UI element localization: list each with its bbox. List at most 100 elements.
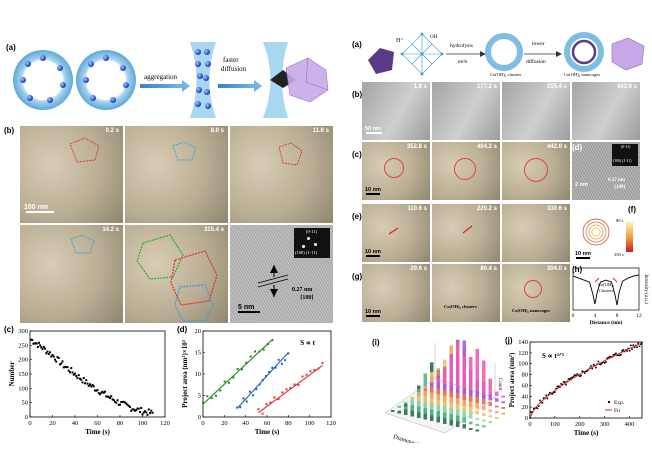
exp-point (602, 361, 605, 363)
exp-point (532, 407, 535, 410)
data-point (85, 379, 88, 382)
y-tick-label: 100 (518, 361, 528, 368)
exp-point (578, 375, 581, 378)
data-point (97, 392, 100, 395)
exp-point (622, 349, 625, 351)
data-point (92, 385, 95, 388)
y-tick-label: 15 (195, 350, 202, 357)
hist-bar (469, 428, 473, 430)
data-point (117, 403, 120, 406)
hist-bar (404, 401, 408, 404)
y-tick-label: 140 (518, 339, 528, 346)
data-point (30, 338, 33, 341)
left-panel-b-label: (b) (4, 126, 15, 135)
right-d-plane: {100} (614, 185, 626, 190)
hist-bar (449, 356, 453, 386)
x-axis-label: Time (s) (574, 429, 599, 437)
data-point (95, 389, 98, 392)
left-panel-d-label: (d) (177, 325, 188, 334)
hist-bar (482, 405, 486, 411)
x-tick-label: 0 (572, 313, 575, 319)
exp-point (572, 375, 575, 378)
data-point (136, 407, 139, 410)
x-tick-label: 100 (138, 420, 148, 427)
exp-point (641, 341, 643, 344)
colorbar-t1: 80 s (616, 218, 624, 223)
data-point (76, 377, 79, 380)
exp-point (541, 401, 544, 404)
x-tick-label: 200 (575, 421, 585, 428)
data-point (120, 401, 123, 404)
data-point-1 (252, 394, 255, 397)
right-panel-g-label: (g) (352, 272, 363, 281)
y-tick-label: 0 (198, 414, 201, 421)
hrtem-scale-bar (238, 311, 260, 313)
faster-text: faster (223, 56, 239, 64)
data-point-2 (301, 375, 304, 378)
data-point (126, 403, 129, 406)
right-panel-i-label: (i) (372, 338, 380, 347)
exp-point (567, 378, 570, 380)
data-point-0 (262, 348, 265, 351)
data-point (80, 378, 83, 381)
right-c-time-2: 404.2 s (476, 144, 497, 150)
data-point (141, 413, 144, 416)
h-plus-text: H⁺ (396, 37, 404, 44)
exp-point (636, 346, 638, 349)
frame-time-1: 0.2 s (105, 128, 119, 134)
relation-label: S ∝ t²ᐟ³ (542, 352, 564, 360)
y-tick-label: 20 (522, 404, 529, 411)
exp-point (617, 354, 620, 356)
exp-point (615, 352, 617, 355)
data-point-2 (317, 367, 320, 370)
hist-bar (501, 407, 505, 409)
hist-bar (488, 394, 492, 401)
nanocage-polyhedron (611, 37, 645, 71)
data-point (49, 351, 51, 354)
exp-point (576, 373, 579, 375)
chart-intensity-profile: 0 4 8 12 Distance (nm) Intensity (a.u.) Co(OH)… (572, 267, 648, 326)
left-tem-frame-5: 315.4 s (125, 225, 228, 323)
exp-point (556, 385, 559, 388)
data-point (125, 402, 128, 405)
data-point-0 (249, 355, 252, 358)
relation-label: S ∝ t (300, 339, 315, 347)
y-tick-label: 40 (522, 393, 529, 400)
data-point (38, 341, 40, 344)
data-point-0 (241, 368, 243, 371)
data-point (32, 342, 35, 345)
hist-bar (397, 410, 401, 414)
exp-point (536, 407, 539, 410)
exp-point (630, 344, 632, 347)
data-point-1 (277, 358, 280, 361)
data-point (86, 382, 89, 385)
exp-point (595, 366, 597, 369)
right-e-scale: 10 nm (365, 249, 381, 255)
data-point (70, 367, 73, 370)
exp-point (628, 349, 631, 352)
data-point (45, 352, 48, 355)
data-point (54, 358, 56, 361)
exp-point (585, 370, 587, 373)
hist-bar (423, 388, 427, 391)
growth-contours (582, 218, 610, 246)
chart-3d-size-histogram: Diameter (nm) Count (384, 339, 505, 443)
plot-frame (572, 267, 640, 311)
exp-point (598, 363, 601, 366)
right-e-frame-2: 220.2 s (432, 204, 500, 262)
data-point-1 (280, 362, 283, 365)
hist-bar (475, 423, 479, 426)
exp-point (607, 356, 610, 359)
plot-frame (29, 330, 166, 418)
exp-point (561, 383, 564, 386)
fft-inset: (0-11) (100) (1-11) (294, 228, 330, 258)
exp-point (564, 381, 566, 383)
data-point (144, 410, 146, 413)
data-point (50, 355, 53, 358)
data-point-1 (268, 371, 271, 374)
data-point (90, 385, 93, 388)
arrow (594, 277, 600, 283)
right-g-frame-3: 304.0 s Co(OH)₂ nanocages (502, 264, 570, 322)
data-point (74, 372, 76, 375)
hist-bar (475, 410, 479, 415)
